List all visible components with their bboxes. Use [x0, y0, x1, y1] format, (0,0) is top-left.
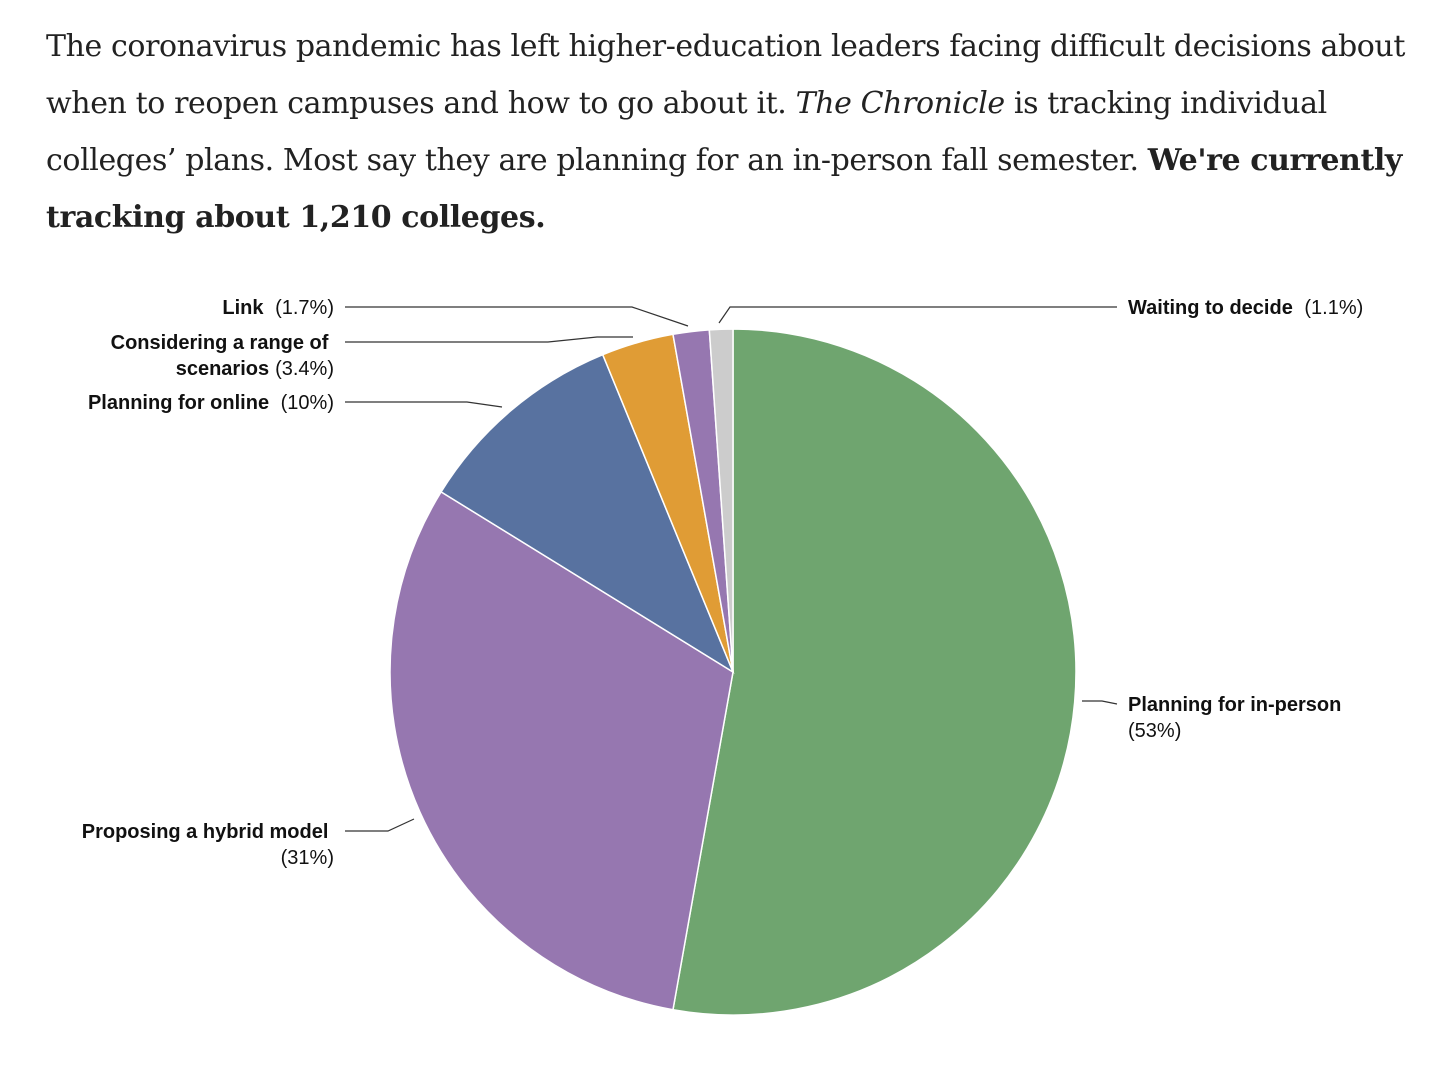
- label-hybrid-name: Proposing a hybrid model: [82, 821, 329, 843]
- leader-line-link: [345, 306, 689, 327]
- label-waiting-name: Waiting to decide: [1128, 297, 1293, 319]
- leader-line-online: [345, 401, 503, 408]
- label-in-person: Planning for in-person (53%): [1128, 694, 1347, 742]
- label-range-pct: (3.4%): [275, 358, 334, 380]
- pie-slice-in-person: [672, 328, 1077, 1016]
- label-online: Planning for online (10%): [88, 392, 334, 414]
- intro-text-2: is tracking individual colleges’ plans. …: [46, 86, 1327, 178]
- label-hybrid-pct: (31%): [281, 847, 334, 869]
- label-link-pct: (1.7%): [275, 297, 334, 319]
- label-waiting: Waiting to decide (1.1%): [1128, 297, 1363, 319]
- label-online-pct: (10%): [281, 392, 334, 414]
- pie-slice-hybrid: [389, 490, 734, 1011]
- label-range: Considering a range of scenarios (3.4%): [111, 332, 334, 380]
- intro-text-1: The coronavirus pandemic has left higher…: [46, 29, 1405, 121]
- leader-line-waiting: [718, 306, 1117, 324]
- label-waiting-pct: (1.1%): [1304, 297, 1363, 319]
- intro-paragraph: The coronavirus pandemic has left higher…: [46, 18, 1426, 246]
- pie-slices: [389, 328, 1077, 1016]
- pie-slice-waiting: [708, 328, 734, 673]
- leader-line-in-person: [1082, 700, 1118, 705]
- label-range-line2-group: scenarios (3.4%): [176, 358, 334, 380]
- label-in-person-name: Planning for in-person: [1128, 694, 1341, 716]
- leader-line-hybrid: [345, 818, 415, 832]
- label-hybrid: Proposing a hybrid model (31%): [82, 821, 334, 869]
- pie-slice-online: [440, 353, 735, 674]
- label-online-name: Planning for online: [88, 392, 269, 414]
- leader-line-range: [345, 336, 633, 343]
- leader-lines: [345, 306, 1118, 832]
- label-in-person-pct: (53%): [1128, 720, 1181, 742]
- label-range-line2: scenarios: [176, 358, 269, 380]
- label-range-line1: Considering a range of: [111, 332, 329, 354]
- label-link-name: Link: [222, 297, 264, 319]
- publication-name: The Chronicle: [795, 86, 1006, 121]
- slice-labels: Planning for in-person (53%) Proposing a…: [82, 297, 1364, 869]
- tracking-count: We're currently tracking about 1,210 col…: [46, 143, 1402, 235]
- label-link: Link (1.7%): [222, 297, 334, 319]
